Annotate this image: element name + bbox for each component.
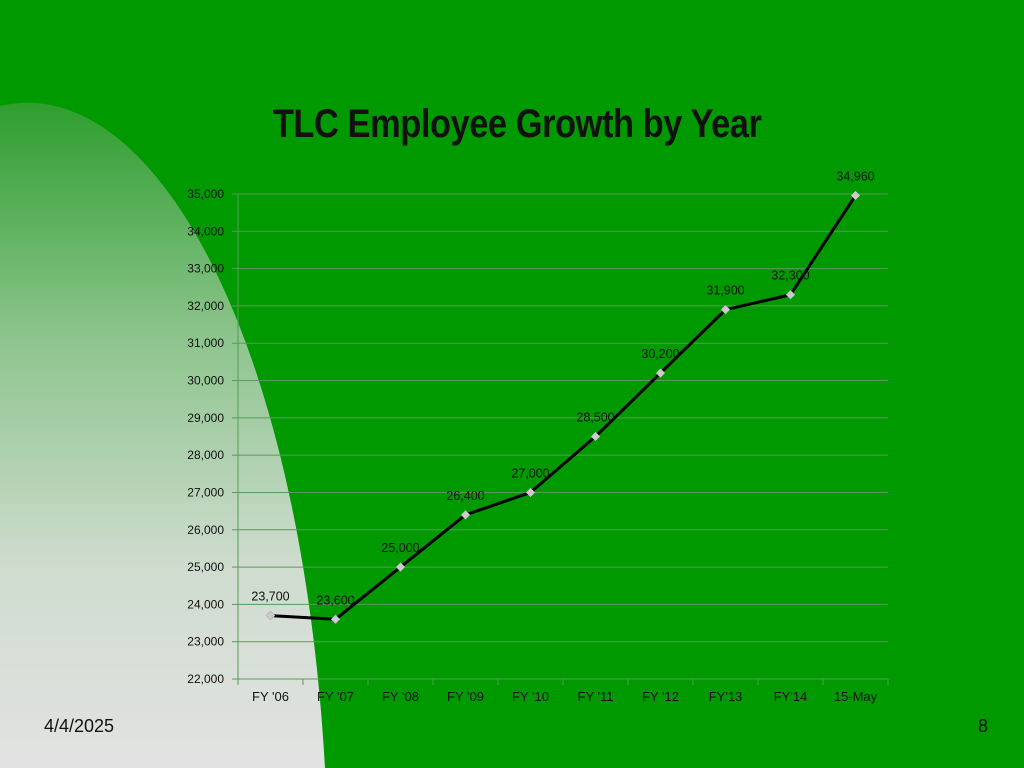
x-tick-label: FY'13: [709, 689, 743, 704]
y-tick-label: 31,000: [187, 336, 224, 350]
x-tick-label: FY '10: [512, 689, 549, 704]
y-tick-label: 22,000: [187, 672, 224, 686]
data-point-marker: [330, 614, 341, 625]
series-line: [270, 194, 857, 621]
slide-date: 4/4/2025: [44, 716, 115, 736]
decorative-swoosh: [0, 102, 325, 768]
data-label: 31,900: [706, 284, 744, 298]
y-tick-label: 24,000: [187, 597, 224, 611]
data-label: 34,960: [836, 169, 874, 183]
y-tick-label: 25,000: [187, 560, 224, 574]
data-point-marker: [460, 509, 471, 520]
x-tick-label: FY '09: [447, 689, 484, 704]
data-label: 26,400: [446, 489, 484, 503]
data-label: 25,000: [381, 541, 419, 555]
data-point-marker: [655, 368, 666, 378]
y-tick-label: 26,000: [187, 523, 224, 537]
data-label: 30,200: [641, 347, 679, 361]
data-label: 32,300: [771, 269, 809, 283]
y-tick-label: 35,000: [187, 187, 224, 201]
page-number: 8: [977, 716, 988, 736]
chart-title: TLC Employee Growth by Year: [272, 102, 762, 146]
data-label: 27,000: [511, 466, 549, 480]
x-tick-label: FY'14: [774, 689, 808, 704]
x-tick-label: FY '08: [382, 689, 419, 704]
data-point-marker: [850, 190, 861, 201]
x-tick-label: FY '06: [252, 689, 289, 704]
x-tick-label: 15-May: [834, 689, 878, 704]
y-tick-label: 27,000: [187, 485, 224, 499]
data-point-marker: [720, 304, 731, 315]
y-tick-label: 29,000: [187, 411, 224, 425]
data-label: 28,500: [576, 411, 614, 425]
y-tick-label: 23,000: [187, 635, 224, 649]
data-point-marker: [785, 289, 796, 300]
data-point-marker: [525, 487, 536, 498]
x-tick-label: FY '07: [317, 689, 354, 704]
data-label: 23,600: [316, 593, 354, 607]
data-point-marker: [395, 562, 406, 572]
data-point-marker: [265, 610, 276, 621]
y-tick-label: 33,000: [187, 262, 224, 276]
data-label: 23,700: [251, 590, 289, 604]
y-tick-label: 28,000: [187, 448, 224, 462]
y-tick-label: 32,000: [187, 299, 224, 313]
y-tick-label: 34,000: [187, 224, 224, 238]
y-tick-label: 30,000: [187, 374, 224, 388]
x-tick-label: FY '12: [642, 689, 679, 704]
x-tick-label: FY '11: [578, 689, 614, 704]
data-point-marker: [590, 431, 601, 442]
